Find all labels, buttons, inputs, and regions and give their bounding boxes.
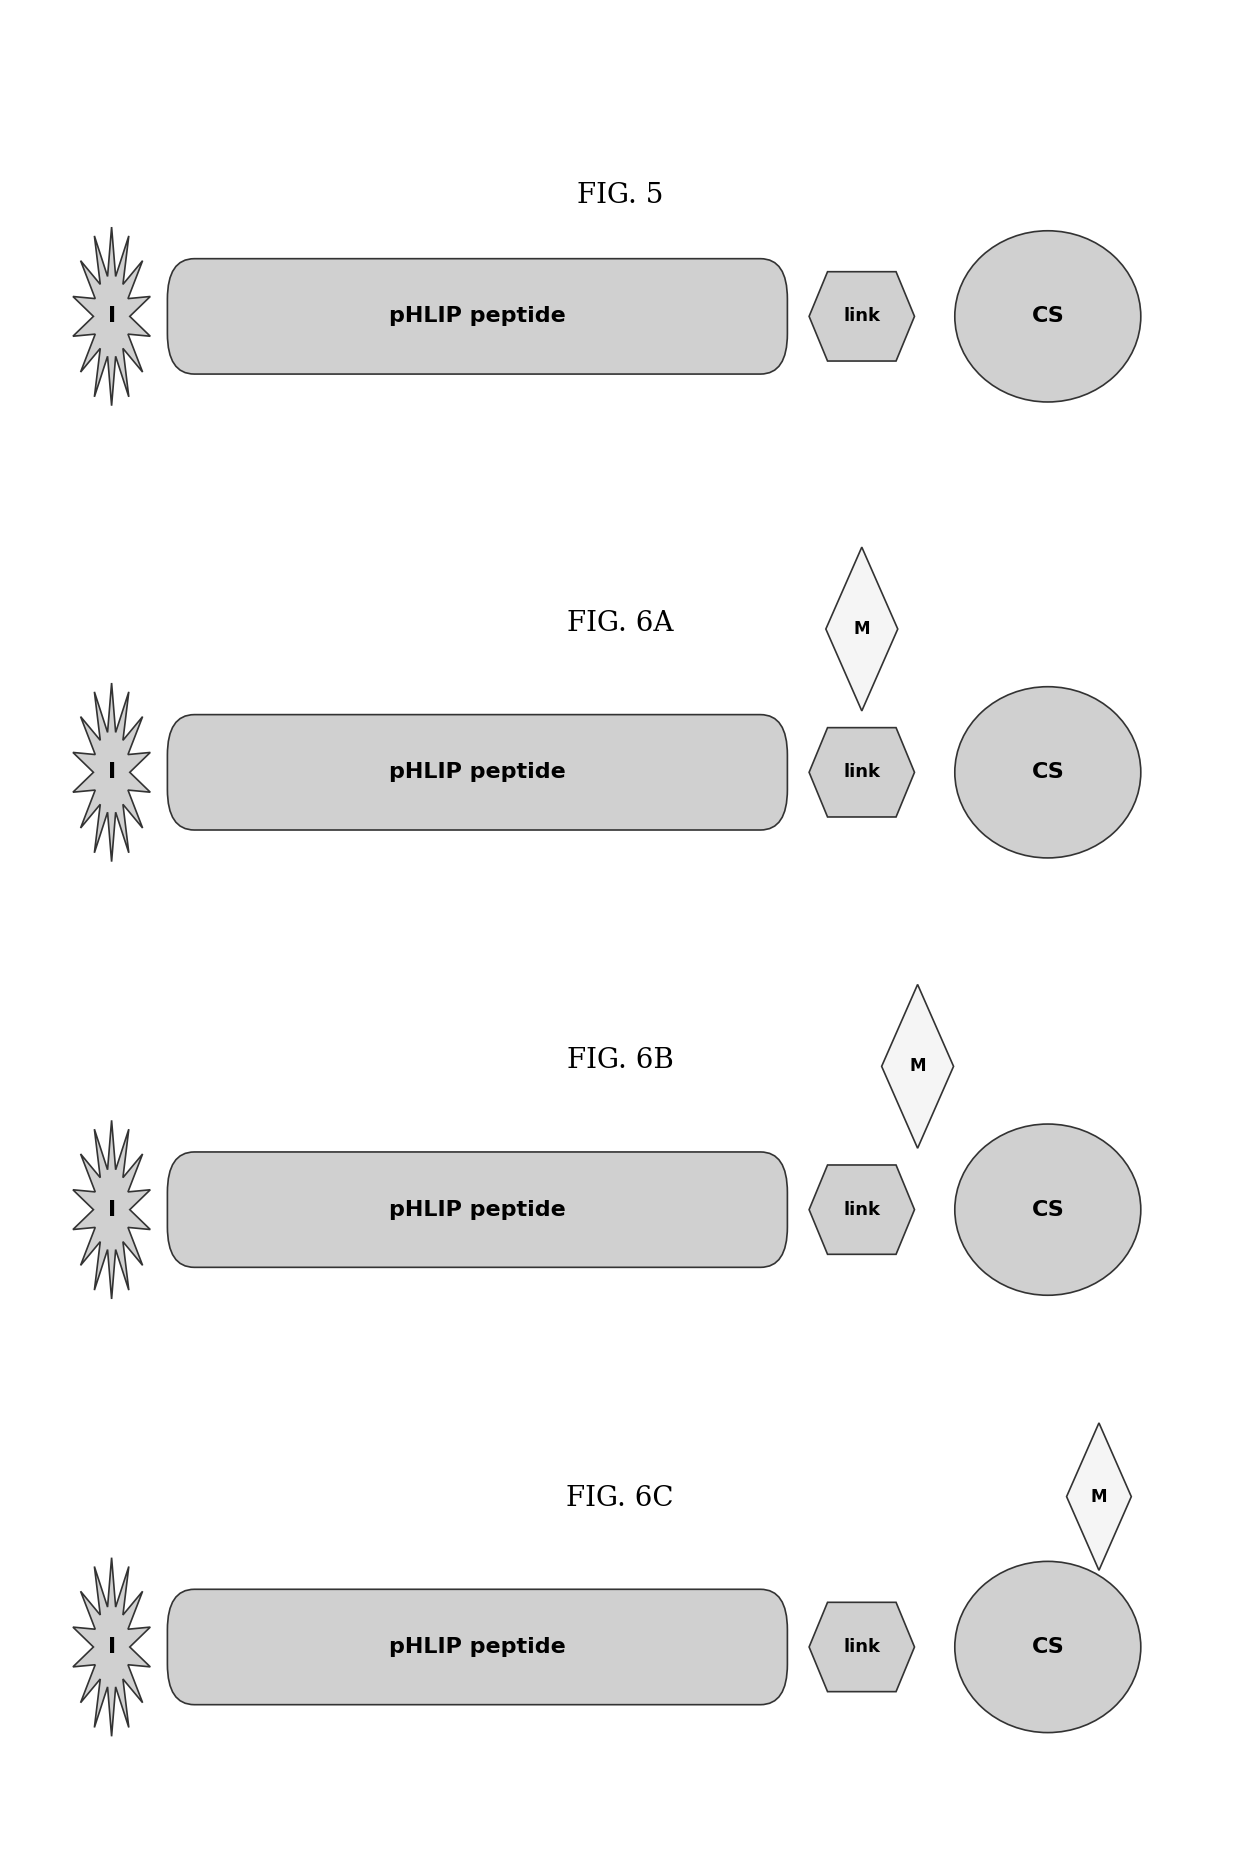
- FancyBboxPatch shape: [167, 1589, 787, 1705]
- Polygon shape: [73, 1558, 150, 1736]
- Text: M: M: [909, 1057, 926, 1076]
- Polygon shape: [808, 1602, 914, 1692]
- Ellipse shape: [955, 1561, 1141, 1733]
- Polygon shape: [882, 984, 954, 1148]
- Text: CS: CS: [1032, 1200, 1064, 1219]
- Text: link: link: [843, 307, 880, 326]
- Text: CS: CS: [1032, 307, 1064, 326]
- Polygon shape: [73, 227, 150, 406]
- Text: link: link: [843, 763, 880, 782]
- Text: FIG. 6C: FIG. 6C: [567, 1485, 673, 1511]
- FancyBboxPatch shape: [167, 715, 787, 830]
- Polygon shape: [1066, 1424, 1131, 1571]
- Polygon shape: [73, 683, 150, 862]
- Text: FIG. 5: FIG. 5: [577, 182, 663, 208]
- Text: CS: CS: [1032, 1638, 1064, 1656]
- Polygon shape: [826, 547, 898, 711]
- Text: I: I: [108, 307, 115, 326]
- Ellipse shape: [955, 687, 1141, 858]
- Text: pHLIP peptide: pHLIP peptide: [389, 763, 565, 782]
- Polygon shape: [808, 728, 914, 817]
- Text: I: I: [108, 763, 115, 782]
- FancyBboxPatch shape: [167, 1152, 787, 1267]
- Text: M: M: [853, 620, 870, 638]
- Text: link: link: [843, 1638, 880, 1656]
- Text: CS: CS: [1032, 763, 1064, 782]
- Polygon shape: [808, 1165, 914, 1254]
- Text: link: link: [843, 1200, 880, 1219]
- FancyBboxPatch shape: [167, 259, 787, 374]
- Ellipse shape: [955, 1124, 1141, 1295]
- Text: FIG. 6B: FIG. 6B: [567, 1048, 673, 1074]
- Text: M: M: [1091, 1487, 1107, 1506]
- Text: pHLIP peptide: pHLIP peptide: [389, 1200, 565, 1219]
- Polygon shape: [73, 1120, 150, 1299]
- Text: I: I: [108, 1638, 115, 1656]
- Text: FIG. 6A: FIG. 6A: [567, 610, 673, 636]
- Text: pHLIP peptide: pHLIP peptide: [389, 1638, 565, 1656]
- Ellipse shape: [955, 231, 1141, 402]
- Polygon shape: [808, 272, 914, 361]
- Text: I: I: [108, 1200, 115, 1219]
- Text: pHLIP peptide: pHLIP peptide: [389, 307, 565, 326]
